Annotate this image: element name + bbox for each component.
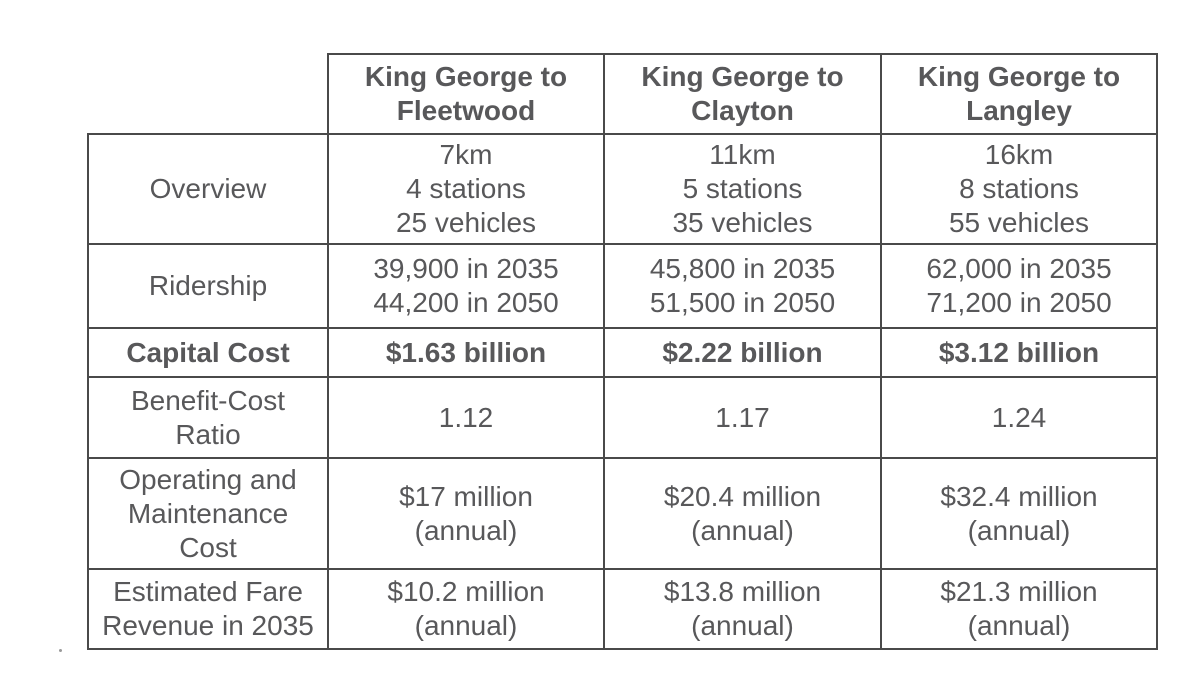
cell-line: $2.22 billion [662,336,823,368]
cell-ridership-langley: 62,000 in 2035 71,200 in 2050 [880,243,1158,329]
cell-capital-cost-langley: $3.12 billion [880,327,1158,378]
row-operating-maintenance-cost: Operating and Maintenance Cost $17 milli… [87,457,1158,570]
row-label-operating-maintenance-cost: Operating and Maintenance Cost [87,457,329,570]
row-estimated-fare-revenue: Estimated Fare Revenue in 2035 $10.2 mil… [87,568,1158,650]
label-line: Operating and [119,463,297,495]
row-label-ridership: Ridership [87,243,329,329]
cell-line: 35 vehicles [672,207,813,238]
header-line: King George to [364,61,568,92]
cell-om-cost-langley: $32.4 million (annual) [880,457,1158,570]
cell-line: $32.4 million [940,480,1098,512]
cell-ridership-fleetwood: 39,900 in 2035 44,200 in 2050 [327,243,605,329]
row-label-estimated-fare-revenue: Estimated Fare Revenue in 2035 [87,568,329,650]
cell-line: (annual) [967,514,1071,546]
row-overview: Overview 7km 4 stations 25 vehicles 11km… [87,133,1158,245]
cell-line: $13.8 million [663,576,822,607]
cell-benefit-cost-ratio-fleetwood: 1.12 [327,376,605,459]
cell-line: (annual) [691,514,794,546]
row-benefit-cost-ratio: Benefit-Cost Ratio 1.12 1.17 1.24 [87,376,1158,459]
cell-overview-langley: 16km 8 stations 55 vehicles [880,133,1158,245]
cell-line: 51,500 in 2050 [649,287,836,318]
label-line: Ratio [175,418,241,450]
cell-line: $21.3 million [940,576,1098,607]
row-capital-cost: Capital Cost $1.63 billion $2.22 billion… [87,327,1158,378]
cell-line: 1.17 [715,401,770,433]
label-line: Overview [149,173,267,204]
cell-line: (annual) [414,514,518,546]
cell-line: 11km [709,139,776,170]
cell-line: $20.4 million [663,480,822,512]
label-line: Maintenance [127,497,289,529]
cell-line: $17 million [399,480,533,512]
cell-line: 45,800 in 2035 [649,253,836,284]
corner-cell [88,54,328,134]
cell-line: 71,200 in 2050 [926,287,1112,318]
cell-line: 8 stations [959,173,1079,204]
row-ridership: Ridership 39,900 in 2035 44,200 in 2050 … [87,243,1158,329]
cell-line: (annual) [414,610,518,641]
row-label-benefit-cost-ratio: Benefit-Cost Ratio [87,376,329,459]
label-line: Cost [179,531,237,563]
cell-overview-fleetwood: 7km 4 stations 25 vehicles [327,133,605,245]
cell-capital-cost-fleetwood: $1.63 billion [327,327,605,378]
cell-overview-clayton: 11km 5 stations 35 vehicles [603,133,882,245]
cell-line: 44,200 in 2050 [373,287,559,318]
cell-om-cost-fleetwood: $17 million (annual) [327,457,605,570]
cell-line: 1.24 [991,401,1047,433]
cell-fare-revenue-fleetwood: $10.2 million (annual) [327,568,605,650]
cell-line: 16km [984,139,1054,170]
header-line: Clayton [691,95,794,126]
label-line: Estimated Fare [113,576,303,607]
column-header-king-george-to-fleetwood: King George to Fleetwood [327,53,605,135]
header-line: Fleetwood [396,95,536,126]
cell-line: 5 stations [682,173,803,204]
label-line: Benefit-Cost [130,384,286,416]
cell-line: 62,000 in 2035 [926,253,1112,284]
cell-om-cost-clayton: $20.4 million (annual) [603,457,882,570]
column-header-king-george-to-langley: King George to Langley [880,53,1158,135]
row-label-overview: Overview [87,133,329,245]
cell-line: 4 stations [406,173,526,204]
label-line: Capital Cost [126,336,290,368]
cell-capital-cost-clayton: $2.22 billion [603,327,882,378]
header-line: King George to [917,61,1121,92]
cell-line: 1.12 [438,401,494,433]
header-row: King George to Fleetwood King George to … [88,53,1158,135]
cell-line: 7km [439,139,493,170]
column-header-king-george-to-clayton: King George to Clayton [603,53,882,135]
cell-line: (annual) [967,610,1071,641]
transit-options-comparison-table: King George to Fleetwood King George to … [87,53,1158,650]
cell-line: $10.2 million [387,576,545,607]
cell-line: (annual) [691,610,794,641]
label-line: Ridership [148,270,268,301]
cell-fare-revenue-langley: $21.3 million (annual) [880,568,1158,650]
header-line: Langley [966,95,1072,126]
cell-line: 25 vehicles [395,207,537,238]
cell-line: 39,900 in 2035 [373,253,559,284]
cell-benefit-cost-ratio-clayton: 1.17 [603,376,882,459]
stray-mark [59,649,62,652]
cell-line: $1.63 billion [385,336,547,368]
row-label-capital-cost: Capital Cost [87,327,329,378]
cell-line: $3.12 billion [938,336,1100,368]
cell-ridership-clayton: 45,800 in 2035 51,500 in 2050 [603,243,882,329]
cell-benefit-cost-ratio-langley: 1.24 [880,376,1158,459]
label-line: Revenue in 2035 [102,610,314,641]
cell-line: 55 vehicles [948,207,1090,238]
header-line: King George to [641,61,844,92]
cell-fare-revenue-clayton: $13.8 million (annual) [603,568,882,650]
